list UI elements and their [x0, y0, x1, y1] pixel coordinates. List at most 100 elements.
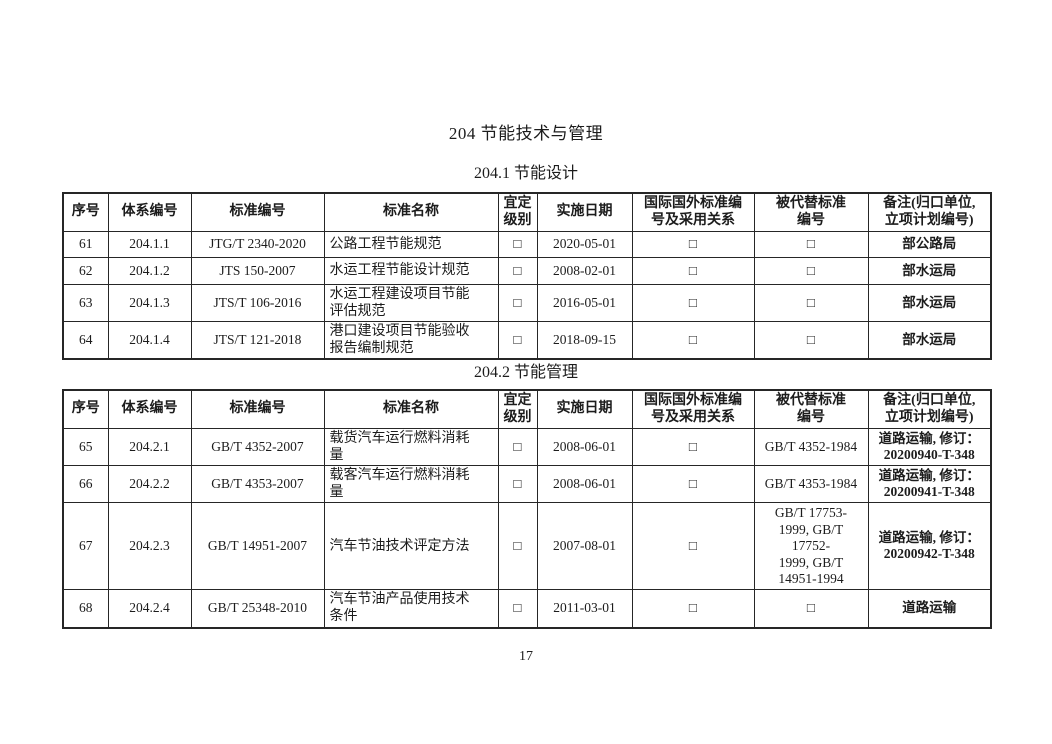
col-header-system-code: 体系编号 [107, 192, 192, 233]
cell-standard-name: 港口建设项目节能验收 报告编制规范 [323, 321, 499, 360]
section-heading-204-2: 204.2 节能管理 [473, 364, 578, 381]
cell-remarks: 部公路局 [867, 231, 992, 259]
col-header-impl-date: 实施日期 [536, 389, 633, 430]
col-header-seq: 序号 [62, 389, 109, 430]
col-header-intl-standard: 国际国外标准编 号及采用关系 [631, 192, 755, 233]
cell-seq: 64 [62, 321, 109, 360]
table-row: 62 204.1.2 JTS 150-2007 水运工程节能设计规范 □ 200… [62, 257, 992, 286]
cell-replaced-standard: □ [753, 231, 869, 259]
cell-standard-name: 载货汽车运行燃料消耗 量 [323, 428, 499, 467]
cell-seq: 63 [62, 284, 109, 323]
section-heading-204-1: 204.1 节能设计 [473, 165, 578, 182]
table-energy-design: 序号 体系编号 标准编号 标准名称 宜定 级别 实施日期 国际国外标准编 号及采… [62, 192, 992, 361]
cell-intl-standard: □ [631, 284, 755, 323]
cell-intl-standard: □ [631, 465, 755, 504]
cell-standard-code: GB/T 4353-2007 [190, 465, 325, 504]
cell-remarks: 道路运输 [867, 589, 992, 628]
cell-seq: 67 [62, 502, 109, 591]
cell-level: □ [497, 502, 538, 591]
cell-standard-name: 水运工程建设项目节能 评估规范 [323, 284, 499, 323]
cell-level: □ [497, 465, 538, 504]
cell-remarks: 部水运局 [867, 257, 992, 286]
col-header-remarks: 备注(归口单位, 立项计划编号) [867, 389, 992, 430]
cell-replaced-standard: GB/T 17753- 1999, GB/T 17752- 1999, GB/T… [753, 502, 869, 591]
cell-level: □ [497, 589, 538, 628]
cell-impl-date: 2008-06-01 [536, 428, 633, 467]
cell-standard-code: GB/T 14951-2007 [190, 502, 325, 591]
cell-impl-date: 2011-03-01 [536, 589, 633, 628]
cell-remarks: 道路运输, 修订： 20200940-T-348 [867, 428, 992, 467]
table-row: 68 204.2.4 GB/T 25348-2010 汽车节油产品使用技术 条件… [62, 589, 992, 628]
table-row: 67 204.2.3 GB/T 14951-2007 汽车节油技术评定方法 □ … [62, 502, 992, 591]
cell-remarks: 部水运局 [867, 284, 992, 323]
cell-impl-date: 2020-05-01 [536, 231, 633, 259]
cell-system-code: 204.2.4 [107, 589, 192, 628]
cell-seq: 68 [62, 589, 109, 628]
cell-standard-code: JTS/T 121-2018 [190, 321, 325, 360]
col-header-intl-standard: 国际国外标准编 号及采用关系 [631, 389, 755, 430]
cell-replaced-standard: □ [753, 284, 869, 323]
cell-replaced-standard: GB/T 4353-1984 [753, 465, 869, 504]
col-header-replaced-standard: 被代替标准 编号 [753, 192, 869, 233]
cell-intl-standard: □ [631, 428, 755, 467]
table-row: 63 204.1.3 JTS/T 106-2016 水运工程建设项目节能 评估规… [62, 284, 992, 323]
cell-replaced-standard: □ [753, 321, 869, 360]
col-header-remarks: 备注(归口单位, 立项计划编号) [867, 192, 992, 233]
cell-intl-standard: □ [631, 589, 755, 628]
cell-level: □ [497, 231, 538, 259]
cell-standard-name: 公路工程节能规范 [323, 231, 499, 259]
cell-seq: 61 [62, 231, 109, 259]
cell-system-code: 204.1.1 [107, 231, 192, 259]
cell-system-code: 204.1.3 [107, 284, 192, 323]
cell-standard-code: GB/T 4352-2007 [190, 428, 325, 467]
table-energy-management: 序号 体系编号 标准编号 标准名称 宜定 级别 实施日期 国际国外标准编 号及采… [62, 389, 992, 629]
table-row: 61 204.1.1 JTG/T 2340-2020 公路工程节能规范 □ 20… [62, 231, 992, 259]
col-header-replaced-standard: 被代替标准 编号 [753, 389, 869, 430]
cell-intl-standard: □ [631, 257, 755, 286]
header-row: 序号 体系编号 标准编号 标准名称 宜定 级别 实施日期 国际国外标准编 号及采… [62, 389, 992, 430]
col-header-level: 宜定 级别 [497, 389, 538, 430]
cell-seq: 66 [62, 465, 109, 504]
cell-system-code: 204.1.4 [107, 321, 192, 360]
cell-impl-date: 2018-09-15 [536, 321, 633, 360]
page-number: 17 [519, 649, 533, 664]
cell-impl-date: 2007-08-01 [536, 502, 633, 591]
cell-level: □ [497, 428, 538, 467]
cell-system-code: 204.2.2 [107, 465, 192, 504]
cell-level: □ [497, 321, 538, 360]
cell-level: □ [497, 284, 538, 323]
col-header-standard-code: 标准编号 [190, 389, 325, 430]
cell-standard-code: JTS/T 106-2016 [190, 284, 325, 323]
cell-standard-name: 汽车节油产品使用技术 条件 [323, 589, 499, 628]
cell-standard-code: JTS 150-2007 [190, 257, 325, 286]
cell-standard-name: 水运工程节能设计规范 [323, 257, 499, 286]
cell-standard-code: JTG/T 2340-2020 [190, 231, 325, 259]
cell-seq: 65 [62, 428, 109, 467]
cell-seq: 62 [62, 257, 109, 286]
cell-impl-date: 2008-06-01 [536, 465, 633, 504]
header-row: 序号 体系编号 标准编号 标准名称 宜定 级别 实施日期 国际国外标准编 号及采… [62, 192, 992, 233]
cell-remarks: 道路运输, 修订： 20200941-T-348 [867, 465, 992, 504]
cell-impl-date: 2016-05-01 [536, 284, 633, 323]
col-header-standard-name: 标准名称 [323, 192, 499, 233]
col-header-standard-code: 标准编号 [190, 192, 325, 233]
cell-standard-name: 汽车节油技术评定方法 [323, 502, 499, 591]
cell-remarks: 道路运输, 修订： 20200942-T-348 [867, 502, 992, 591]
cell-replaced-standard: □ [753, 257, 869, 286]
table-row: 64 204.1.4 JTS/T 121-2018 港口建设项目节能验收 报告编… [62, 321, 992, 360]
cell-standard-code: GB/T 25348-2010 [190, 589, 325, 628]
cell-system-code: 204.2.3 [107, 502, 192, 591]
col-header-system-code: 体系编号 [107, 389, 192, 430]
page-title: 204 节能技术与管理 [448, 124, 604, 143]
cell-level: □ [497, 257, 538, 286]
cell-system-code: 204.2.1 [107, 428, 192, 467]
col-header-standard-name: 标准名称 [323, 389, 499, 430]
col-header-seq: 序号 [62, 192, 109, 233]
cell-impl-date: 2008-02-01 [536, 257, 633, 286]
cell-replaced-standard: □ [753, 589, 869, 628]
cell-intl-standard: □ [631, 321, 755, 360]
cell-remarks: 部水运局 [867, 321, 992, 360]
table-row: 65 204.2.1 GB/T 4352-2007 载货汽车运行燃料消耗 量 □… [62, 428, 992, 467]
col-header-level: 宜定 级别 [497, 192, 538, 233]
